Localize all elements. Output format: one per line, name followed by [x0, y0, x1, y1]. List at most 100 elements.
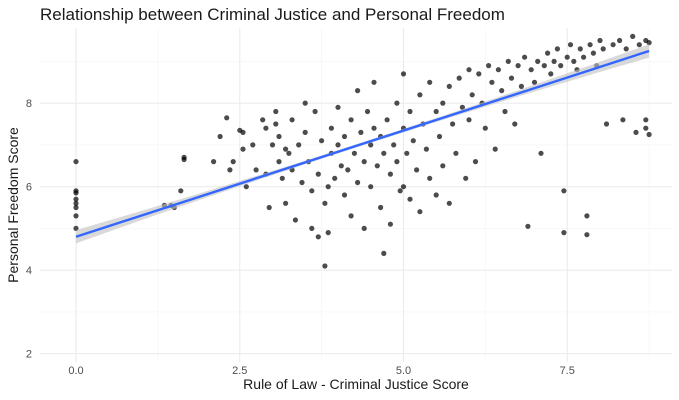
data-point [73, 196, 79, 202]
data-point [410, 138, 416, 144]
y-axis-title: Personal Freedom Score [5, 127, 21, 283]
data-point [345, 167, 351, 173]
data-point [417, 209, 423, 215]
data-point [276, 159, 282, 165]
x-tick-label: 0.0 [68, 365, 83, 377]
data-point [554, 46, 561, 52]
data-point [341, 133, 348, 140]
data-point [427, 79, 433, 85]
data-point [528, 67, 534, 73]
data-point [378, 204, 384, 211]
data-point [646, 40, 652, 46]
data-point [250, 142, 256, 148]
data-point [338, 163, 344, 169]
data-point [351, 150, 357, 156]
data-point [603, 121, 610, 127]
data-point [499, 88, 505, 94]
data-point [600, 46, 606, 52]
data-point [558, 63, 564, 69]
data-point [387, 171, 393, 177]
y-tick-label: 8 [26, 98, 32, 110]
data-point [279, 175, 285, 181]
data-point [489, 79, 495, 85]
data-point [423, 146, 429, 152]
data-point [525, 223, 531, 229]
data-point [364, 108, 371, 115]
data-point [643, 125, 649, 131]
data-point [341, 192, 348, 198]
trend-layer [75, 44, 650, 244]
data-point [371, 125, 377, 131]
data-point [407, 196, 413, 202]
data-point [73, 225, 79, 231]
data-point [315, 171, 321, 177]
data-point [636, 42, 642, 48]
data-point [548, 71, 554, 77]
data-point [309, 225, 315, 231]
data-point [545, 50, 551, 56]
data-point [400, 184, 407, 190]
data-point [633, 129, 639, 135]
data-point [325, 184, 331, 190]
data-point [387, 221, 393, 227]
data-point [414, 167, 420, 173]
data-point [584, 232, 590, 238]
data-point [273, 108, 279, 115]
data-point [610, 42, 616, 48]
data-point [240, 146, 246, 152]
data-point [495, 67, 501, 73]
data-point [368, 184, 374, 190]
data-point [374, 163, 380, 169]
data-point [397, 188, 403, 194]
data-point [417, 92, 423, 98]
data-point [541, 63, 547, 69]
data-point [440, 163, 446, 169]
data-point [315, 234, 321, 240]
data-point [571, 58, 577, 64]
data-point [299, 179, 305, 186]
data-point [312, 108, 318, 115]
tick-labels: 0.0 2.5 5.0 7.5 2 4 6 8 [26, 98, 575, 377]
data-point [535, 58, 541, 64]
data-point [433, 192, 439, 198]
data-point [243, 184, 249, 190]
data-point [217, 133, 223, 140]
data-point [296, 142, 302, 148]
chart-title: Relationship between Criminal Justice an… [40, 5, 505, 24]
x-axis-title: Rule of Law - Criminal Justice Score [243, 376, 469, 392]
data-point [440, 100, 446, 106]
data-point [253, 167, 259, 173]
data-point [590, 50, 597, 56]
data-point [561, 230, 567, 236]
data-point [584, 213, 590, 219]
data-point [512, 121, 518, 127]
data-point [427, 175, 433, 181]
data-point [178, 188, 184, 194]
data-point [73, 190, 79, 196]
x-tick-label: 2.5 [232, 365, 247, 377]
data-point [332, 175, 338, 181]
data-point [623, 46, 629, 52]
data-point [597, 37, 603, 44]
data-point [466, 67, 472, 73]
data-point [630, 33, 636, 40]
data-point [319, 138, 325, 144]
data-point [482, 125, 488, 131]
data-point [394, 159, 400, 165]
data-point [260, 117, 266, 123]
data-point [643, 117, 649, 123]
data-point [551, 58, 557, 64]
data-point [436, 133, 443, 140]
data-point [587, 42, 593, 48]
data-point [273, 121, 279, 127]
points-layer [73, 33, 652, 269]
data-point [322, 200, 328, 206]
data-point [361, 225, 367, 231]
x-tick-label: 5.0 [396, 365, 411, 377]
data-point [564, 54, 570, 60]
data-point [73, 159, 79, 165]
data-point [289, 117, 295, 123]
data-point [263, 125, 269, 131]
data-point [522, 54, 528, 60]
